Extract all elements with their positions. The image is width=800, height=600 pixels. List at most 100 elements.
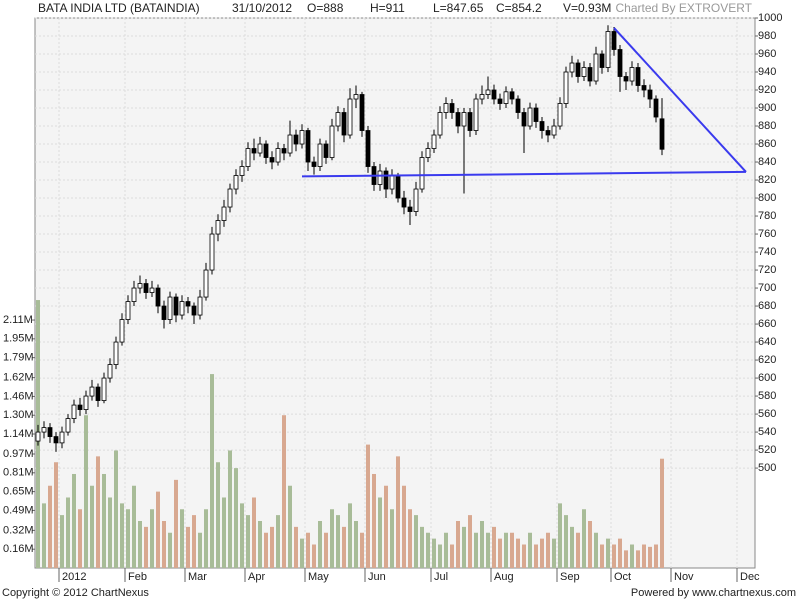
volume-bar	[504, 532, 508, 568]
candle-body	[521, 112, 527, 127]
volume-bar	[324, 532, 328, 568]
y2-tick-label: 0.32M	[3, 524, 34, 536]
volume-bar	[348, 503, 352, 568]
candle-body	[143, 283, 149, 293]
y2-tick-label: 1.14M	[3, 428, 34, 440]
volume-bar	[528, 532, 532, 568]
candle-body	[425, 148, 431, 158]
y-tick-label: 700	[758, 282, 776, 294]
candle-body	[245, 148, 251, 167]
candle-body	[317, 143, 323, 167]
candle-body	[407, 206, 413, 212]
volume-bar	[156, 491, 160, 568]
candle-body	[479, 94, 485, 100]
volume-bar	[132, 485, 136, 568]
candle-body	[539, 121, 545, 131]
candle-body	[557, 103, 563, 127]
y-tick-label: 540	[758, 426, 776, 438]
footer-left: Copyright © 2012 ChartNexus	[2, 587, 149, 599]
y-tick-label: 840	[758, 156, 776, 168]
candle-body	[131, 287, 137, 302]
volume-bar	[414, 515, 418, 568]
header-info: V=0.93M	[563, 1, 611, 15]
volume-bar	[390, 509, 394, 568]
volume-bar	[492, 526, 496, 568]
volume-bar	[588, 520, 592, 568]
volume-bar	[150, 509, 154, 568]
volume-bar	[648, 546, 652, 568]
x-tick-label: Mar	[188, 571, 207, 583]
volume-bar	[372, 473, 376, 568]
volume-bar	[60, 515, 64, 568]
volume-bar	[576, 532, 580, 568]
volume-bar	[420, 526, 424, 568]
volume-bar	[144, 526, 148, 568]
candle-body	[179, 301, 185, 316]
volume-bar	[288, 485, 292, 568]
volume-bar	[252, 497, 256, 568]
candle-body	[431, 134, 437, 149]
y-tick-label: 660	[758, 318, 776, 330]
candle-body	[401, 197, 407, 208]
volume-bar	[618, 538, 622, 568]
volume-bar	[630, 544, 634, 568]
candle-body	[95, 386, 101, 401]
y-tick-label: 1000	[758, 12, 782, 24]
candle-body	[239, 166, 245, 176]
y-tick-label: 760	[758, 228, 776, 240]
volume-bar	[126, 509, 130, 568]
volume-bar	[468, 515, 472, 568]
candle-body	[653, 98, 659, 118]
volume-bar	[654, 544, 658, 568]
candle-body	[389, 175, 395, 190]
candle-body	[611, 31, 617, 50]
volume-bar	[318, 520, 322, 568]
candle-body	[227, 188, 233, 208]
volume-bar	[480, 520, 484, 568]
y-tick-label: 920	[758, 84, 776, 96]
volume-bar	[612, 544, 616, 568]
volume-bar	[516, 538, 520, 568]
footer-right: Powered by www.chartnexus.com	[631, 587, 796, 599]
candle-body	[599, 53, 605, 68]
y2-tick-label: 0.49M	[3, 504, 34, 516]
candle-body	[167, 296, 173, 320]
candle-body	[149, 287, 155, 293]
volume-bar	[330, 509, 334, 568]
volume-bar	[294, 526, 298, 568]
volume-bar	[108, 497, 112, 568]
candle-body	[209, 233, 215, 271]
candle-body	[269, 157, 275, 163]
candle-body	[161, 305, 167, 320]
volume-bar	[408, 509, 412, 568]
candle-body	[563, 71, 569, 104]
y-tick-label: 880	[758, 120, 776, 132]
candle-body	[575, 62, 581, 77]
volume-bar	[240, 503, 244, 568]
candle-body	[71, 404, 77, 419]
candle-body	[185, 301, 191, 307]
volume-bar	[552, 538, 556, 568]
candle-body	[77, 404, 83, 410]
candle-body	[233, 175, 239, 190]
candle-body	[623, 76, 629, 82]
volume-bar	[264, 532, 268, 568]
candle-body	[191, 305, 197, 316]
candle-body	[323, 143, 329, 158]
volume-bar	[510, 532, 514, 568]
y2-tick-label: 1.95M	[3, 333, 34, 345]
candle-body	[263, 143, 269, 158]
volume-bar	[558, 503, 562, 568]
candle-body	[467, 112, 473, 131]
volume-bar	[444, 532, 448, 568]
candle-body	[473, 98, 479, 131]
volume-bar	[186, 526, 190, 568]
volume-bar	[84, 415, 88, 568]
candle-body	[221, 206, 227, 221]
volume-bar	[66, 497, 70, 568]
trendline	[613, 27, 747, 173]
y-tick-label: 520	[758, 444, 776, 456]
volume-bar	[222, 497, 226, 568]
volume-bar	[354, 520, 358, 568]
x-tick-label: Sep	[560, 571, 580, 583]
